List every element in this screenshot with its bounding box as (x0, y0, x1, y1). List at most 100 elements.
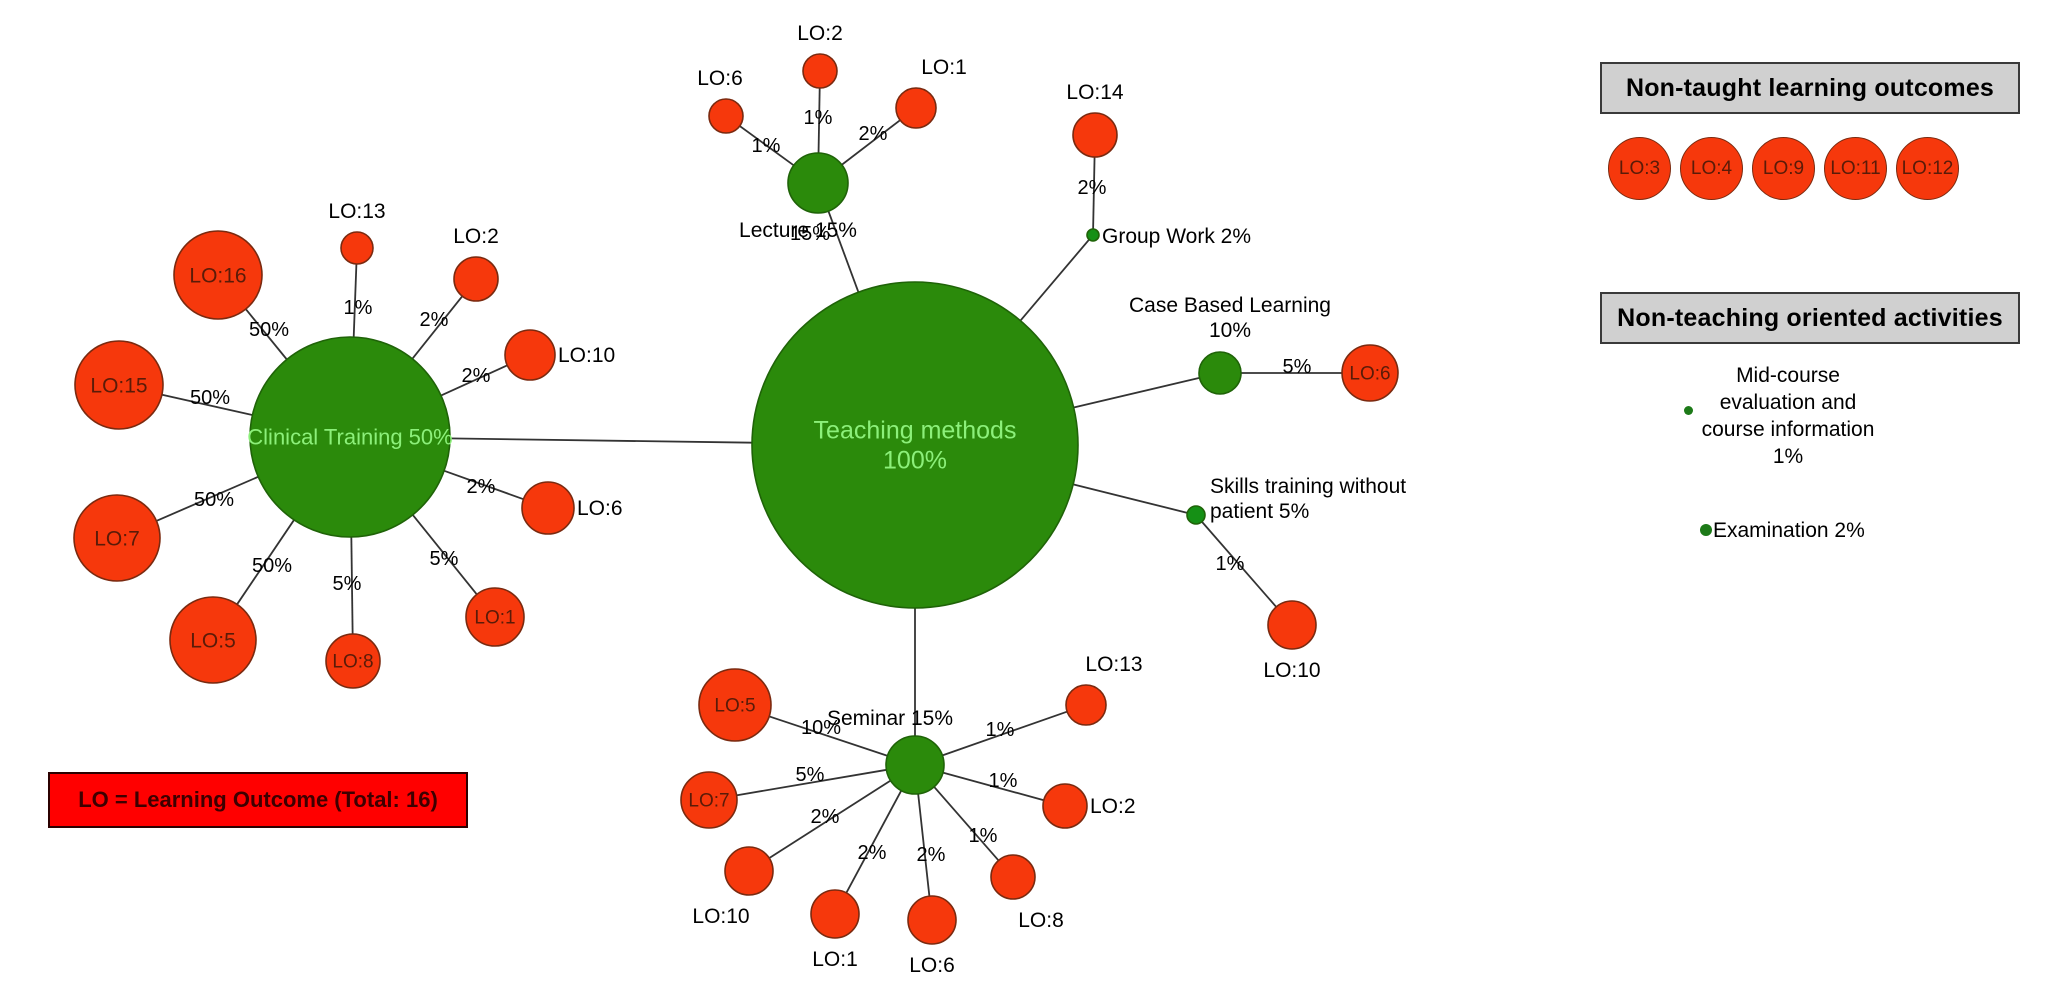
node-label-ct_lo5: LO:5 (190, 629, 236, 652)
node-label-gw_lo14: LO:14 (1066, 81, 1124, 104)
node-label-sem_lo2: LO:2 (1090, 795, 1136, 818)
node-label-groupwork: Group Work 2% (1102, 225, 1251, 248)
node-label-sem_lo7: LO:7 (688, 791, 729, 812)
node-label-sem_lo1: LO:1 (812, 948, 858, 971)
node-label-ct_lo13: LO:13 (328, 200, 385, 223)
non-taught-outcome-badge: LO:4 (1680, 137, 1743, 200)
node-cbl[interactable] (1198, 351, 1242, 395)
non-teaching-item-line: Examination 2% (1713, 519, 1865, 542)
node-label-sk_lo10: LO:10 (1263, 659, 1320, 682)
edge-teaching-to-cbl (1072, 376, 1201, 409)
node-ct_lo13[interactable] (340, 231, 374, 265)
edge-clinical-to-ct_lo5 (235, 518, 296, 606)
edge-seminar-to-sem_lo1 (845, 789, 903, 895)
node-sem_lo10[interactable] (724, 846, 774, 896)
edge-teaching-to-groupwork (1019, 238, 1091, 323)
edge-seminar-to-sem_lo2 (941, 771, 1045, 802)
node-sem_lo5[interactable] (698, 668, 772, 742)
edge-seminar-to-sem_lo13 (941, 710, 1069, 757)
edge-label-groupwork-to-gw_lo14: 2% (1078, 177, 1107, 199)
node-label-sem_lo5: LO:5 (714, 696, 755, 717)
legend-non-teaching-header: Non-teaching oriented activities (1600, 292, 2020, 344)
node-ct_lo16[interactable] (173, 230, 263, 320)
nodes-layer (73, 53, 1399, 945)
edge-label-clinical-to-ct_lo8: 5% (333, 573, 362, 595)
edge-label-skills-to-sk_lo10: 1% (1216, 553, 1245, 575)
node-ct_lo8[interactable] (325, 633, 381, 689)
edge-label-clinical-to-ct_lo6: 2% (467, 476, 496, 498)
edge-label-teaching-to-lecture: 15% (790, 223, 830, 245)
edge-skills-to-sk_lo10 (1200, 520, 1278, 609)
edge-label-seminar-to-sem_lo5: 10% (801, 717, 841, 739)
node-clinical[interactable] (249, 336, 451, 538)
edges-layer (155, 86, 1343, 898)
node-sem_lo6[interactable] (907, 895, 957, 945)
node-label-sem_lo13: LO:13 (1085, 653, 1142, 676)
node-sem_lo13[interactable] (1065, 684, 1107, 726)
node-label-ct_lo16: LO:16 (189, 264, 246, 287)
edge-seminar-to-sem_lo5 (767, 715, 889, 757)
non-teaching-item-line: Mid-course (1736, 364, 1840, 387)
edge-label-cbl-to-cbl_lo6: 5% (1283, 356, 1312, 378)
edge-label-clinical-to-ct_lo5: 50% (252, 555, 292, 577)
node-sem_lo2[interactable] (1042, 783, 1088, 829)
edge-label-clinical-to-ct_lo1: 5% (430, 548, 459, 570)
node-ct_lo5[interactable] (169, 596, 257, 684)
node-teaching[interactable] (751, 281, 1079, 609)
non-teaching-item-line: 1% (1772, 444, 1804, 468)
edge-clinical-to-ct_lo1 (411, 513, 479, 596)
node-sem_lo1[interactable] (810, 889, 860, 939)
edge-groupwork-to-gw_lo14 (1092, 155, 1096, 231)
edge-clinical-to-ct_lo10 (439, 364, 509, 397)
non-teaching-item-midcourse: Mid-course evaluation and course informati… (1693, 363, 1883, 471)
edge-label-seminar-to-sem_lo8: 1% (969, 825, 998, 847)
node-groupwork[interactable] (1086, 228, 1100, 242)
edge-label-seminar-to-sem_lo1: 2% (858, 842, 887, 864)
node-lecture[interactable] (787, 152, 849, 214)
edge-clinical-to-ct_lo16 (244, 307, 289, 361)
edge-clinical-to-ct_lo6 (442, 469, 525, 501)
node-ct_lo2[interactable] (453, 256, 499, 302)
edge-label-lecture-to-lec_lo6: 1% (752, 135, 781, 157)
node-label-seminar: Seminar 15% (827, 707, 953, 730)
edge-seminar-to-sem_lo8 (932, 785, 1000, 862)
edge-seminar-to-sem_lo7 (735, 768, 888, 797)
node-label-lec_lo6: LO:6 (697, 67, 743, 90)
node-ct_lo1[interactable] (465, 587, 525, 647)
node-label-teaching: Teaching methods 100% (814, 416, 1017, 474)
examination-dot (1700, 524, 1712, 536)
edge-labels-layer: 15% 50% 50% 50% 50% 5% 5% 2% 2% 2% 1% 1% 1% 2% 2% 5% 1% 1… (190, 107, 1312, 866)
node-ct_lo6[interactable] (521, 481, 575, 535)
edge-clinical-to-ct_lo2 (411, 294, 464, 361)
node-ct_lo15[interactable] (74, 340, 164, 430)
node-sem_lo8[interactable] (990, 854, 1036, 900)
node-sk_lo10[interactable] (1267, 600, 1317, 650)
node-seminar[interactable] (885, 735, 945, 795)
node-lec_lo1[interactable] (895, 87, 937, 129)
node-label-cbl: Case Based Learning 10% (1129, 294, 1331, 342)
node-skills[interactable] (1186, 505, 1206, 525)
node-ct_lo7[interactable] (73, 494, 161, 582)
node-lec_lo2[interactable] (802, 53, 838, 89)
edge-lecture-to-lec_lo2 (817, 86, 821, 155)
edge-label-clinical-to-ct_lo10: 2% (462, 365, 491, 387)
node-ct_lo10[interactable] (504, 329, 556, 381)
edge-label-seminar-to-sem_lo2: 1% (989, 770, 1018, 792)
node-label-ct_lo10: LO:10 (558, 344, 615, 367)
node-sem_lo7[interactable] (680, 771, 738, 829)
learning-outcome-banner-text: LO = Learning Outcome (Total: 16) (78, 787, 438, 812)
non-taught-outcome-badge: LO:3 (1608, 137, 1671, 200)
edge-label-seminar-to-sem_lo10: 2% (811, 806, 840, 828)
edge-teaching-to-skills (1071, 483, 1189, 514)
edge-label-seminar-to-sem_lo13: 1% (986, 719, 1015, 741)
node-cbl_lo6[interactable] (1341, 344, 1399, 402)
midcourse-evaluation-dot (1684, 406, 1693, 415)
non-taught-outcome-badge: LO:12 (1896, 137, 1959, 200)
non-teaching-item-line: course information (1701, 417, 1875, 441)
node-lec_lo6[interactable] (708, 98, 744, 134)
node-gw_lo14[interactable] (1072, 112, 1118, 158)
edge-label-lecture-to-lec_lo1: 2% (859, 123, 888, 145)
edge-label-clinical-to-ct_lo13: 1% (344, 297, 373, 319)
node-label-ct_lo15: LO:15 (90, 374, 147, 397)
